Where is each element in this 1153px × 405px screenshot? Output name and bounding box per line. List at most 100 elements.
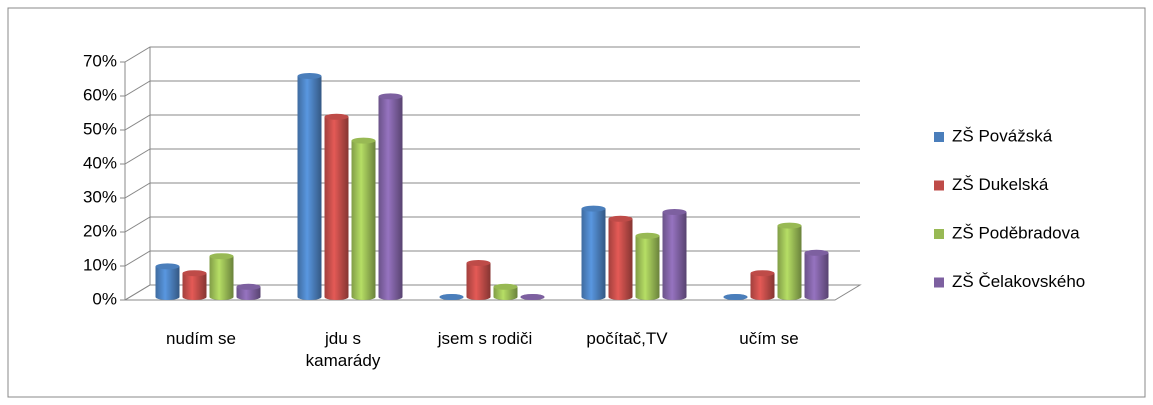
bar-body <box>297 76 322 297</box>
legend-swatch <box>934 180 944 191</box>
bar-body <box>493 286 518 297</box>
bar-top <box>439 294 464 300</box>
x-tick-label: jdu s kamarády <box>305 329 381 370</box>
bar-top <box>520 294 545 300</box>
bar-body <box>750 273 775 297</box>
grid-line <box>124 216 860 233</box>
bar-top <box>581 205 606 212</box>
bar-body <box>324 116 349 297</box>
y-tick-label: 10% <box>83 255 117 274</box>
bar-body <box>209 256 234 297</box>
bar-top <box>378 93 403 100</box>
bar-bottom <box>209 294 234 300</box>
y-tick-label: 40% <box>83 153 117 172</box>
bar-top <box>324 113 349 120</box>
bar <box>804 249 829 300</box>
grid-line <box>124 182 860 199</box>
bar-bottom <box>750 294 775 300</box>
bar <box>608 215 633 300</box>
legend-swatch <box>934 229 944 239</box>
bar-body <box>466 263 491 297</box>
y-tick-label: 30% <box>83 187 117 206</box>
bar-top <box>635 232 660 239</box>
bar <box>466 260 491 300</box>
legend-swatch <box>934 132 944 142</box>
bar-top <box>351 137 376 144</box>
bar-bottom <box>662 294 687 300</box>
bar-bottom <box>608 294 633 300</box>
bar <box>297 73 322 300</box>
grid-line <box>124 46 860 63</box>
bar <box>493 283 518 300</box>
bar-bottom <box>581 294 606 300</box>
bar <box>324 113 349 300</box>
bar <box>351 137 376 300</box>
legend-label: ZŠ Dukelská <box>952 175 1049 194</box>
bar-top <box>608 215 633 222</box>
bar-body <box>635 235 660 297</box>
x-tick-label: počítač,TV <box>586 329 668 348</box>
floor <box>123 284 862 301</box>
bar <box>155 263 180 300</box>
bar-bottom <box>466 294 491 300</box>
bar-bottom <box>351 294 376 300</box>
y-tick-label: 70% <box>83 51 117 70</box>
bar <box>209 253 234 300</box>
bar-top <box>723 294 748 300</box>
y-tick-label: 50% <box>83 119 117 138</box>
bar-bottom <box>493 294 518 300</box>
bar-bottom <box>236 294 261 300</box>
bar-body <box>662 212 687 297</box>
bar-top <box>804 249 829 256</box>
legend-label: ZŠ Povážská <box>952 126 1053 145</box>
grid-line <box>124 148 860 165</box>
bar-top <box>493 283 518 290</box>
legend-swatch <box>934 277 944 288</box>
bar-body <box>378 96 403 298</box>
bar-bottom <box>635 294 660 300</box>
bar-bottom <box>777 294 802 300</box>
bar-top <box>777 222 802 229</box>
bar-body <box>608 218 633 297</box>
y-tick-label: 60% <box>83 85 117 104</box>
legend-label: ZŠ Poděbradova <box>952 223 1080 242</box>
x-tick-label: nudím se <box>166 329 236 348</box>
bar-top <box>182 270 207 277</box>
bar-bottom <box>155 294 180 300</box>
bar <box>439 294 464 300</box>
bar-top <box>155 263 180 270</box>
bar-body <box>804 252 829 297</box>
bar-body <box>777 225 802 297</box>
bar <box>777 222 802 300</box>
bar-top <box>662 209 687 215</box>
bar <box>378 93 403 300</box>
grid-line <box>124 284 860 301</box>
y-tick-label: 0% <box>92 289 117 308</box>
bar-top <box>297 73 322 79</box>
bar <box>581 205 606 300</box>
bar-body <box>236 286 261 297</box>
bar <box>520 294 545 300</box>
bar-bottom <box>378 294 403 300</box>
bar <box>750 270 775 300</box>
bar-top <box>209 253 234 260</box>
bar-top <box>236 283 261 290</box>
bar-body <box>155 266 180 297</box>
bar-bottom <box>297 294 322 300</box>
bar-bottom <box>324 294 349 300</box>
bar-body <box>351 140 376 297</box>
bar-body <box>182 273 207 297</box>
bar <box>723 294 748 300</box>
bar-body <box>581 208 606 297</box>
bar-top <box>466 260 491 266</box>
grid-line <box>124 250 860 267</box>
bar <box>182 270 207 300</box>
y-tick-label: 20% <box>83 221 117 240</box>
bar <box>236 283 261 300</box>
x-tick-label: jsem s rodiči <box>437 329 533 348</box>
frame <box>7 7 1146 398</box>
grid-line <box>124 80 860 97</box>
bar <box>635 232 660 300</box>
